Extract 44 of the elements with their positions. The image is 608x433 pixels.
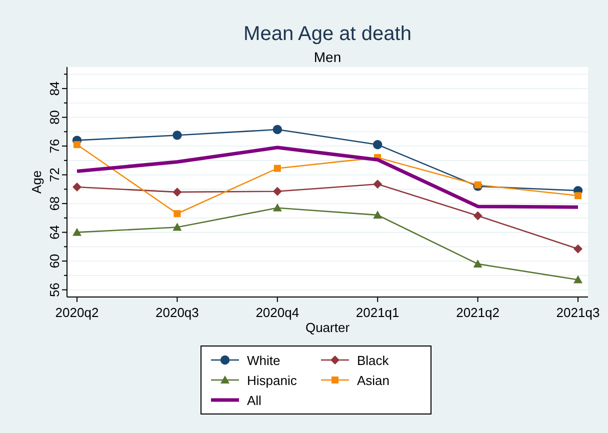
point (574, 275, 582, 284)
y-axis-title: Age (29, 170, 44, 194)
point (373, 180, 382, 189)
point (473, 259, 482, 268)
legend-label: Black (357, 353, 390, 368)
y-tick-label: 56 (47, 282, 62, 298)
y-tick-label: 76 (47, 138, 62, 154)
x-tick-label: 2020q2 (55, 305, 99, 320)
legend-label: White (247, 353, 280, 368)
point (172, 130, 182, 140)
legend-label: All (247, 393, 262, 408)
y-tick-label: 64 (47, 225, 62, 240)
x-tick-label: 2021q2 (456, 305, 500, 320)
point (373, 210, 382, 219)
x-axis-title: Quarter (305, 320, 350, 335)
point (574, 244, 582, 254)
point (72, 228, 82, 236)
y-tick-label: 68 (47, 196, 62, 211)
x-tick-label: 2020q3 (156, 305, 199, 320)
chart-title: Mean Age at death (244, 23, 412, 45)
line-series (75, 146, 580, 209)
y-tick-label: 80 (47, 110, 62, 125)
x-tick-label: 2021q1 (356, 305, 400, 320)
point (373, 140, 382, 150)
point (272, 186, 282, 196)
point (172, 222, 182, 231)
point (272, 203, 282, 212)
point (172, 188, 182, 197)
legend-label: Hispanic (247, 373, 298, 388)
point (72, 182, 82, 192)
point (174, 210, 181, 218)
point (274, 164, 281, 172)
y-tick-label: 84 (47, 81, 62, 96)
point (473, 211, 482, 220)
point (474, 181, 482, 188)
point (272, 124, 282, 134)
point (74, 141, 80, 148)
legend-label: Asian (357, 373, 390, 388)
y-tick-label: 72 (47, 168, 62, 182)
x-tick-label: 2020q4 (256, 305, 300, 320)
x-tick-label: 2021q3 (556, 305, 600, 320)
chart-subtitle: Men (314, 49, 342, 65)
y-tick-label: 60 (47, 254, 62, 268)
point (574, 192, 582, 200)
